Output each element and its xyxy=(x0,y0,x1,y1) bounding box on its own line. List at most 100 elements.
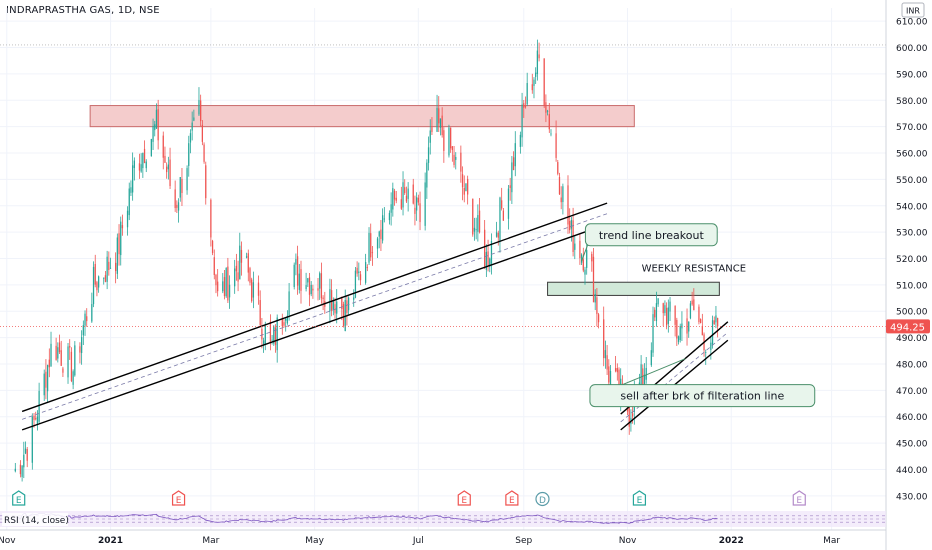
candle-body xyxy=(705,352,707,353)
candle xyxy=(104,270,107,283)
candle-body xyxy=(228,284,231,298)
candle-body xyxy=(72,371,74,385)
candle xyxy=(186,165,188,195)
marker-shape xyxy=(792,490,806,506)
candle xyxy=(252,271,255,309)
channel-midline[interactable] xyxy=(21,213,608,420)
candle xyxy=(511,156,513,204)
candle xyxy=(108,251,110,276)
candle-body xyxy=(368,232,370,263)
x-tick-label: Sep xyxy=(515,536,532,546)
candle-body xyxy=(366,267,368,268)
candle xyxy=(616,363,618,381)
candle xyxy=(200,94,202,127)
candle xyxy=(570,217,573,242)
candle xyxy=(574,236,576,260)
earnings-marker[interactable]: E xyxy=(171,490,186,506)
candle xyxy=(584,266,586,285)
candle-body xyxy=(269,321,272,344)
candle-body xyxy=(293,264,295,287)
y-tick-label: 500.00 xyxy=(896,308,928,318)
candle-body xyxy=(261,328,263,340)
candle-body xyxy=(592,256,595,303)
channel-midline[interactable] xyxy=(620,332,729,423)
candle-body xyxy=(103,277,105,279)
x-tick-label: May xyxy=(305,536,324,546)
candle-body xyxy=(450,127,452,149)
y-tick-label: 520.00 xyxy=(896,255,928,265)
candle xyxy=(364,253,367,285)
candle-body xyxy=(650,350,652,366)
currency-label: INR xyxy=(906,7,920,16)
candle xyxy=(138,153,141,179)
candle-body xyxy=(380,229,382,239)
candle xyxy=(145,159,147,173)
candle-body xyxy=(94,263,96,285)
candle-body xyxy=(205,165,207,199)
y-tick-label: 600.00 xyxy=(896,44,928,54)
candle-body xyxy=(521,104,523,138)
candle-body xyxy=(217,281,219,292)
candle-body xyxy=(392,188,394,210)
candle xyxy=(478,197,481,234)
candle-body xyxy=(121,225,124,229)
candle-body xyxy=(57,347,59,359)
marker-shape xyxy=(535,491,550,507)
candle-body xyxy=(264,325,266,345)
candle xyxy=(342,301,345,328)
candle xyxy=(103,277,105,285)
candle-body xyxy=(439,118,442,128)
callout-box[interactable] xyxy=(584,223,718,247)
trend-line[interactable] xyxy=(21,223,608,431)
candle xyxy=(546,109,549,116)
candle-body xyxy=(448,127,450,156)
earnings-marker[interactable]: E xyxy=(792,490,806,506)
candle xyxy=(370,223,372,262)
candle-body xyxy=(606,355,608,370)
marker-shape xyxy=(632,490,647,506)
trend-line[interactable] xyxy=(21,202,608,413)
marker-shape xyxy=(171,490,186,506)
marker-shape xyxy=(12,490,26,506)
candle-body xyxy=(664,305,666,313)
candle xyxy=(162,131,164,170)
candle-body xyxy=(490,240,493,264)
candle xyxy=(455,152,457,170)
candle-body xyxy=(109,267,112,269)
candle-body xyxy=(477,215,479,232)
candle xyxy=(674,305,676,337)
candle xyxy=(126,206,129,236)
candle-body xyxy=(371,252,374,254)
weekly-resistance-zone xyxy=(547,281,720,296)
candle xyxy=(499,196,501,253)
candle xyxy=(69,339,71,360)
candle-body xyxy=(393,190,396,200)
candle xyxy=(317,278,319,301)
callout-box[interactable] xyxy=(589,384,816,408)
candle-body xyxy=(188,143,190,166)
y-tick-label: 470.00 xyxy=(896,387,928,397)
earnings-marker[interactable]: E xyxy=(632,490,647,506)
earnings-marker[interactable]: E xyxy=(505,490,519,506)
candle xyxy=(26,446,28,468)
candle xyxy=(419,191,421,231)
candle xyxy=(676,317,678,346)
candle-body xyxy=(569,221,571,231)
candle-body xyxy=(441,115,443,136)
candle-body xyxy=(143,148,146,164)
candle-body xyxy=(550,133,552,135)
candle xyxy=(74,341,76,377)
candle-body xyxy=(177,202,180,211)
candle xyxy=(654,307,656,322)
candle-body xyxy=(252,282,255,298)
candle xyxy=(461,166,464,201)
dividend-marker[interactable]: D xyxy=(535,491,550,507)
candle xyxy=(261,317,263,349)
earnings-marker[interactable]: E xyxy=(12,490,26,506)
candle-body xyxy=(251,279,253,302)
candle xyxy=(150,138,152,157)
earnings-marker[interactable]: E xyxy=(457,490,471,506)
candle-body xyxy=(118,233,120,255)
y-tick-label: 550.00 xyxy=(896,176,928,186)
